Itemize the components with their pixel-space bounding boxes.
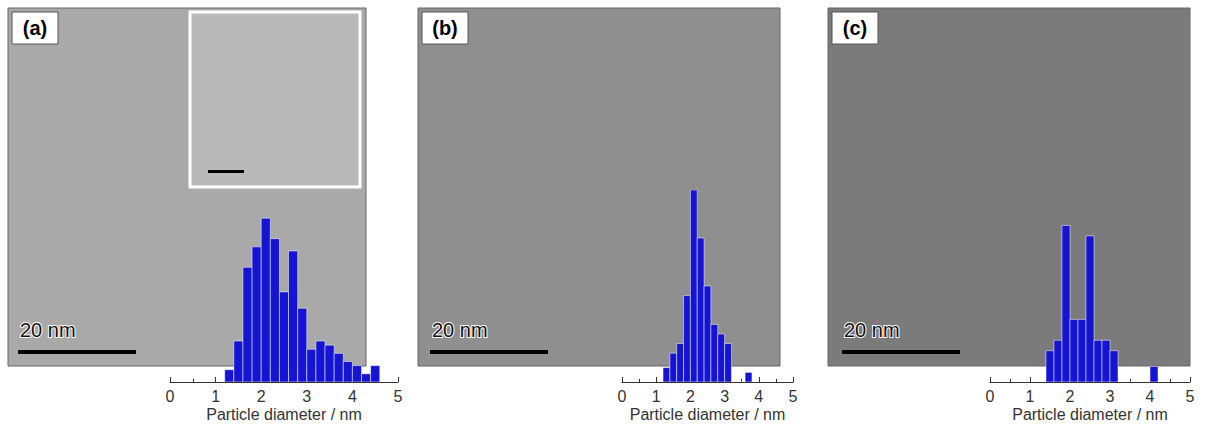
svg-text:(a): (a)	[23, 17, 47, 39]
svg-text:3: 3	[302, 388, 311, 405]
svg-text:4: 4	[754, 388, 763, 405]
svg-text:5: 5	[789, 388, 798, 405]
svg-text:4: 4	[1146, 388, 1155, 405]
svg-text:4: 4	[348, 388, 357, 405]
svg-text:Particle diameter / nm: Particle diameter / nm	[1012, 406, 1168, 423]
svg-text:(b): (b)	[432, 17, 458, 39]
svg-text:Particle diameter / nm: Particle diameter / nm	[630, 406, 786, 423]
svg-text:2: 2	[1066, 388, 1075, 405]
svg-text:3: 3	[1106, 388, 1115, 405]
svg-text:1: 1	[1026, 388, 1035, 405]
svg-text:2: 2	[257, 388, 266, 405]
svg-text:(c): (c)	[843, 17, 867, 39]
svg-text:Particle diameter / nm: Particle diameter / nm	[206, 406, 362, 423]
svg-text:0: 0	[166, 388, 175, 405]
svg-text:5: 5	[394, 388, 403, 405]
svg-text:0: 0	[618, 388, 627, 405]
svg-text:0: 0	[986, 388, 995, 405]
svg-text:1: 1	[652, 388, 661, 405]
svg-text:2: 2	[686, 388, 695, 405]
svg-text:5: 5	[1186, 388, 1195, 405]
svg-text:20 nm: 20 nm	[844, 319, 900, 341]
svg-text:1: 1	[211, 388, 220, 405]
svg-text:20 nm: 20 nm	[432, 319, 488, 341]
svg-text:20 nm: 20 nm	[20, 319, 76, 341]
svg-text:3: 3	[720, 388, 729, 405]
